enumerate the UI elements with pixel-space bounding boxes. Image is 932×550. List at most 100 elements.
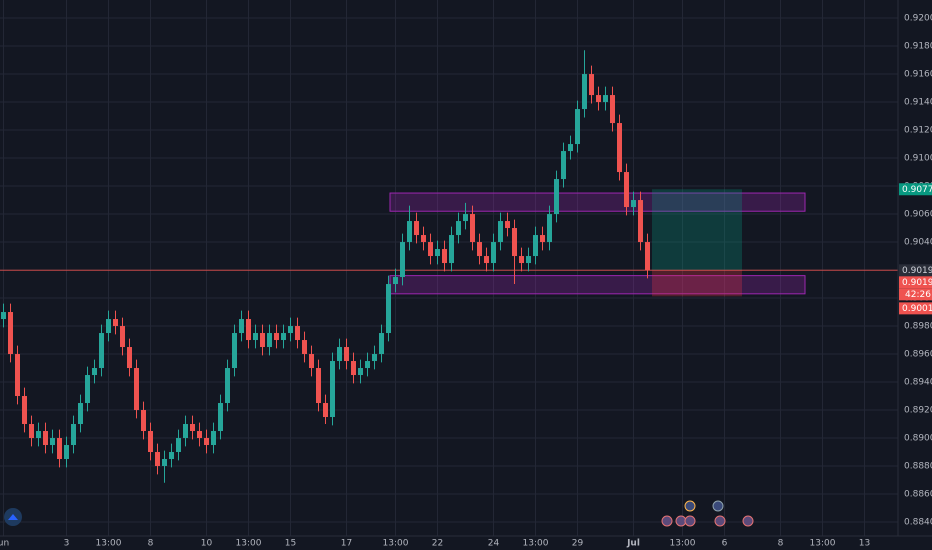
candle-body bbox=[29, 424, 34, 439]
candle-body bbox=[316, 368, 321, 404]
candle-body bbox=[225, 368, 230, 404]
x-tick-label: 13 bbox=[859, 539, 870, 549]
position-loss bbox=[652, 270, 742, 297]
candle-body bbox=[421, 235, 426, 243]
candle-body bbox=[183, 424, 188, 439]
candle-body bbox=[533, 235, 538, 257]
candle-body bbox=[71, 424, 76, 446]
candle-body bbox=[449, 235, 454, 264]
logo-icon bbox=[8, 514, 18, 520]
x-tick-label: 22 bbox=[432, 539, 443, 549]
candle-body bbox=[512, 228, 517, 257]
x-tick-label: 13:00 bbox=[383, 539, 409, 549]
candle-body bbox=[78, 403, 83, 425]
event-icon[interactable] bbox=[742, 515, 754, 527]
candle-body bbox=[358, 368, 363, 376]
candle-body bbox=[85, 375, 90, 404]
candle-body bbox=[169, 452, 174, 460]
candle-body bbox=[218, 403, 223, 432]
y-tick-label: 0.89400 bbox=[904, 378, 932, 388]
candle-body bbox=[162, 459, 167, 467]
zone bbox=[389, 192, 806, 212]
events[interactable] bbox=[661, 500, 754, 527]
candle-body bbox=[484, 256, 489, 264]
candle-body bbox=[379, 333, 384, 355]
target-price-label: 0.90777 bbox=[902, 185, 932, 195]
candle-body bbox=[470, 214, 475, 243]
y-tick-label: 0.88400 bbox=[904, 518, 932, 528]
candle-body bbox=[568, 144, 573, 152]
candle-body bbox=[260, 333, 265, 348]
y-tick-label: 0.89600 bbox=[904, 350, 932, 360]
axes: 0.88400 0.88600 0.88800 0.89000 0.89200 0.894… bbox=[0, 14, 932, 549]
y-tick-label: 0.91200 bbox=[904, 126, 932, 136]
candle-body bbox=[526, 256, 531, 264]
candle-body bbox=[232, 333, 237, 369]
candle-body bbox=[407, 221, 412, 243]
y-tick-label: 0.88800 bbox=[904, 462, 932, 472]
candle-body bbox=[372, 354, 377, 362]
candle-body bbox=[603, 95, 608, 103]
candle-body bbox=[463, 214, 468, 222]
zone bbox=[389, 275, 806, 295]
x-tick-label: 24 bbox=[488, 539, 500, 549]
y-tick-label: 0.92000 bbox=[904, 14, 932, 24]
candle-body bbox=[596, 95, 601, 103]
candle-body bbox=[323, 403, 328, 418]
event-icon[interactable] bbox=[712, 500, 724, 512]
stop-price-label-box bbox=[899, 302, 932, 315]
last-price-label-box bbox=[899, 264, 932, 277]
candle-body bbox=[554, 179, 559, 215]
x-tick-label: 13:00 bbox=[523, 539, 549, 549]
y-tick-label: 0.89000 bbox=[904, 434, 932, 444]
candle-body bbox=[141, 410, 146, 432]
candle-body bbox=[393, 277, 398, 285]
y-tick-label: 0.91600 bbox=[904, 70, 932, 80]
candle-body bbox=[491, 242, 496, 264]
candle-body bbox=[519, 256, 524, 264]
candle-body bbox=[414, 221, 419, 236]
candle-body bbox=[344, 347, 349, 362]
event-icon[interactable] bbox=[661, 515, 673, 527]
candle-body bbox=[253, 333, 258, 341]
candle-body bbox=[498, 221, 503, 243]
candle-body bbox=[155, 452, 160, 467]
candle-body bbox=[120, 326, 125, 348]
x-tick-label: 13:00 bbox=[236, 539, 262, 549]
candle-body bbox=[246, 319, 251, 341]
candle-body bbox=[540, 235, 545, 243]
candle-body bbox=[456, 221, 461, 236]
candle-body bbox=[274, 333, 279, 341]
logo[interactable] bbox=[4, 508, 22, 526]
candle-body bbox=[638, 200, 643, 243]
x-tick-label: 13:00 bbox=[96, 539, 122, 549]
candle-body bbox=[36, 431, 41, 439]
candle-body bbox=[190, 424, 195, 432]
last-price-label: 0.90198 bbox=[902, 266, 932, 276]
candle-body bbox=[645, 242, 650, 271]
candle-body bbox=[442, 249, 447, 264]
x-tick-label: 3 bbox=[64, 539, 70, 549]
candle-body bbox=[239, 319, 244, 334]
candles bbox=[1, 50, 650, 483]
candle-body bbox=[211, 431, 216, 446]
other-price-label: 0.90192 bbox=[902, 278, 932, 288]
x-tick-label: Jul bbox=[626, 539, 640, 549]
event-icon[interactable] bbox=[684, 500, 696, 512]
candle-body bbox=[281, 333, 286, 341]
candle-body bbox=[8, 312, 13, 355]
candle-body bbox=[267, 333, 272, 348]
countdown-label: 42:26 bbox=[905, 290, 931, 300]
x-tick-label: 17 bbox=[341, 539, 352, 549]
y-tick-label: 0.88600 bbox=[904, 490, 932, 500]
event-icon[interactable] bbox=[714, 515, 726, 527]
x-tick-label: 13:00 bbox=[810, 539, 836, 549]
candle-body bbox=[57, 438, 62, 460]
candle-body bbox=[106, 319, 111, 334]
other-price-box bbox=[899, 276, 932, 289]
candle-body bbox=[99, 333, 104, 369]
candle-body bbox=[134, 368, 139, 411]
event-icon[interactable] bbox=[684, 515, 696, 527]
y-tick-label: 0.91800 bbox=[904, 42, 932, 52]
